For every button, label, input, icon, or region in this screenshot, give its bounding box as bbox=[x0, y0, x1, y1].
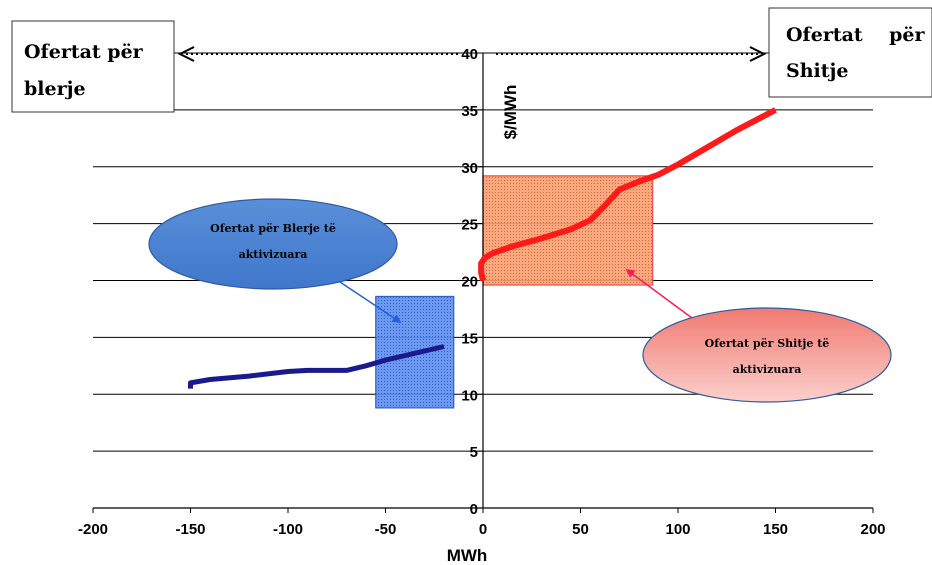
highlight-boxes bbox=[375, 175, 654, 409]
x-tick-label-0: 0 bbox=[479, 521, 487, 538]
y-tick-label-40: 40 bbox=[461, 46, 478, 63]
buy-offers-label-line2: blerje bbox=[24, 78, 86, 100]
x-tick-label-100: 100 bbox=[665, 521, 690, 538]
tick-labels: -200 -150 -100 -50 0 50 100 150 200 0 5 10 15 20 25 30 3… bbox=[78, 46, 886, 538]
sell-offers-label-line1: Ofertat për bbox=[786, 24, 926, 46]
buy-activated-callout: Ofertat për Blerje të aktivizuara bbox=[148, 198, 402, 323]
series-line-sell bbox=[478, 107, 777, 282]
buy-activated-line1: Ofertat për Blerje të bbox=[210, 222, 336, 235]
x-tick-label--100: -100 bbox=[273, 521, 303, 538]
x-axis-title: MWh bbox=[447, 546, 488, 565]
y-tick-label-0: 0 bbox=[470, 501, 478, 518]
y-tick-label-35: 35 bbox=[461, 103, 478, 120]
x-tick-label-200: 200 bbox=[860, 521, 885, 538]
sell-activated-line2: aktivizuara bbox=[733, 363, 802, 376]
series-line-buy bbox=[188, 344, 445, 389]
buy-offers-box: Ofertat për blerje bbox=[11, 20, 175, 113]
y-tick-label-15: 15 bbox=[461, 330, 478, 347]
y-tick-label-10: 10 bbox=[461, 387, 478, 404]
x-tick-label--200: -200 bbox=[78, 521, 108, 538]
x-tick-label--50: -50 bbox=[375, 521, 397, 538]
sell-offers-label-line2: Shitje bbox=[786, 60, 849, 82]
x-tick-label-50: 50 bbox=[572, 521, 589, 538]
sell-activated-line1: Ofertat për Shitje të bbox=[705, 337, 830, 350]
sell-offers-box: Ofertat për Shitje bbox=[768, 7, 932, 98]
y-tick-label-25: 25 bbox=[461, 217, 478, 234]
buy-activated-line2: aktivizuara bbox=[239, 248, 308, 261]
y-tick-label-5: 5 bbox=[470, 444, 478, 461]
y-axis-title: $/MWh bbox=[501, 85, 520, 140]
sell-activated-callout: Ofertat për Shitje të aktivizuara bbox=[625, 268, 892, 403]
buy-direction-arrow bbox=[177, 46, 460, 62]
x-tick-label-150: 150 bbox=[763, 521, 788, 538]
sell-direction-arrow bbox=[496, 46, 767, 62]
x-tick-label--150: -150 bbox=[175, 521, 205, 538]
series-lines bbox=[188, 107, 777, 389]
y-tick-label-20: 20 bbox=[461, 274, 478, 291]
y-tick-label-30: 30 bbox=[461, 160, 478, 177]
buy-offers-label-line1: Ofertat për bbox=[24, 41, 144, 63]
